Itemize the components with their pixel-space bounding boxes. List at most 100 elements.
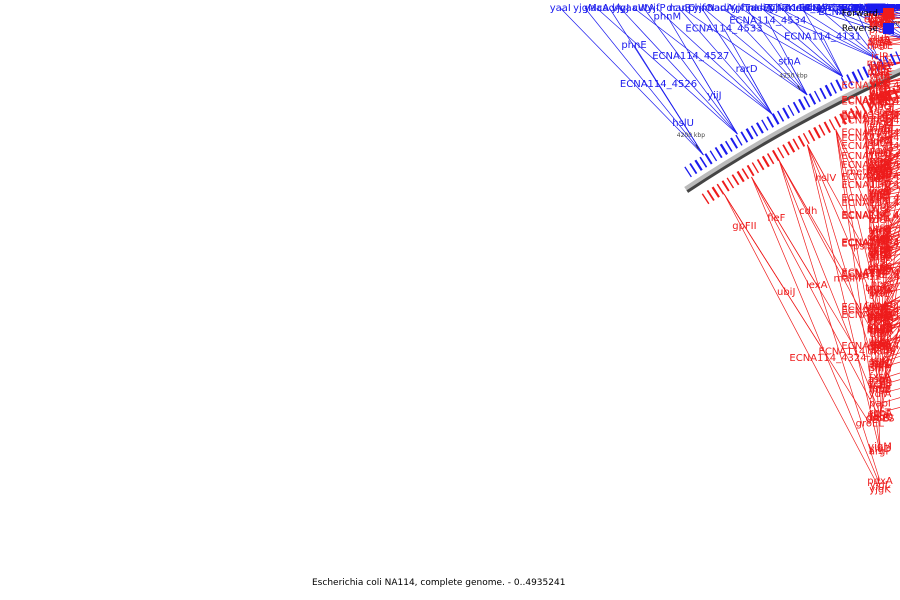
forward-gene-label: ytfE	[870, 289, 890, 300]
reverse-gene-label: yddQ	[867, 3, 894, 14]
gene-connector	[656, 7, 773, 115]
reverse-gene-label: dps	[871, 3, 889, 14]
reverse-gene-arrow	[808, 93, 817, 105]
forward-gene-label: yjeT	[870, 169, 892, 180]
reverse-gene-label: mobA2	[862, 3, 897, 14]
reverse-gene-label: ECNA114_4677	[841, 3, 900, 14]
forward-gene-label: creA	[869, 326, 892, 337]
reverse-gene-label: ytfG	[869, 3, 890, 14]
forward-gene-label: yjhO	[869, 311, 892, 322]
forward-gene-label: yjeA	[869, 161, 891, 172]
reverse-gene-label: basS	[868, 3, 892, 14]
forward-gene-label: yjeQ	[869, 149, 892, 160]
reverse-gene-label: hslU	[672, 118, 694, 129]
reverse-gene-arrow	[846, 74, 854, 86]
forward-gene-label: uxuR	[867, 342, 893, 353]
reverse-gene-label: nanC	[669, 3, 695, 14]
reverse-gene-label: yjhS	[869, 3, 890, 14]
reverse-gene-label: ECNA114_4513	[841, 3, 900, 14]
reverse-gene-label: yjjL	[858, 3, 875, 14]
forward-gene-label: bglJ	[871, 334, 889, 345]
forward-gene-arrow	[711, 186, 720, 198]
forward-gene-label: gpFII	[732, 221, 756, 232]
forward-gene-label: ptsG	[868, 3, 891, 14]
reverse-gene-label: yjeH	[869, 3, 891, 14]
reverse-gene-label: yjeK	[869, 3, 891, 14]
gene-connector	[798, 7, 879, 60]
reverse-gene-label: yjcU	[869, 3, 891, 14]
reverse-gene-label: phnC	[867, 3, 893, 14]
forward-gene-label: tdcG	[868, 225, 892, 236]
reverse-gene-label: iucD	[869, 3, 892, 14]
gene-connector	[778, 160, 848, 279]
forward-gene-label: mob	[869, 374, 891, 385]
forward-gene-arrow	[736, 170, 745, 183]
reverse-gene-arrow	[725, 140, 733, 152]
forward-gene-label: ECNA114_4454	[841, 302, 900, 313]
reverse-gene-label: fhuF	[869, 3, 891, 14]
forward-gene-label: cysQ	[868, 307, 893, 318]
reverse-gene-arrow	[884, 56, 891, 68]
reverse-gene-label: ECNA114_4526	[620, 79, 697, 90]
reverse-gene-label: sthA	[778, 56, 800, 67]
forward-gene-arrow	[881, 92, 888, 105]
forward-gene-label: fimE	[869, 384, 891, 395]
reverse-gene-label: psd	[871, 3, 889, 14]
forward-gene-label: ulaD	[869, 179, 892, 190]
gene-connector	[633, 7, 773, 115]
reverse-gene-label: ECNA114_4663	[841, 3, 900, 14]
reverse-gene-label: phnW	[803, 3, 832, 14]
reverse-gene-label: sgcA	[868, 3, 892, 14]
forward-gene-arrow	[860, 102, 868, 115]
reverse-gene-label: adiA	[750, 3, 772, 14]
reverse-gene-label: frdA	[870, 3, 891, 14]
forward-gene-label: iclR	[871, 52, 889, 63]
forward-gene-label: ppa	[871, 279, 890, 290]
forward-gene-label: sgaB	[868, 170, 893, 181]
reverse-gene-arrow	[684, 166, 692, 178]
reverse-gene-label: ECNA114_4548	[841, 3, 900, 14]
reverse-gene-label: ECNA114_4537	[764, 3, 841, 14]
forward-gene-label: dnaB	[867, 232, 893, 243]
gene-connector	[584, 7, 704, 156]
reverse-gene-label: tffE	[871, 3, 888, 14]
forward-gene-arrow	[741, 168, 750, 180]
gene-connector	[751, 176, 858, 352]
reverse-gene-arrows	[684, 51, 900, 178]
reverse-gene-label: blc	[873, 3, 888, 14]
reverse-gene-label: yjfZ	[770, 3, 789, 14]
reverse-gene-arrow	[878, 58, 886, 71]
reverse-gene-label: ECNA114_4511	[841, 3, 900, 14]
reverse-gene-label: ECNA114_4684	[841, 3, 900, 14]
forward-gene-label: rplI	[872, 233, 888, 244]
reverse-gene-label: rpiR	[870, 3, 890, 14]
reverse-gene-arrow	[803, 96, 811, 108]
reverse-gene-label: ECNA114_4329	[841, 3, 900, 14]
reverse-gene-arrow	[740, 131, 749, 143]
reverse-gene-label: alsC	[869, 3, 890, 14]
forward-gene-label: groEL	[856, 419, 885, 430]
reverse-gene-label: cpxP	[868, 3, 892, 14]
reverse-gene-labels: hslU yiiJ rarD sthA ECNA114_4131 ECNA114_4142…	[550, 3, 900, 129]
forward-gene-label: ulaB	[869, 156, 891, 167]
forward-gene-label: orn	[872, 172, 888, 183]
forward-gene-label: udp	[870, 20, 889, 31]
reverse-gene-label: phnL	[868, 3, 893, 14]
forward-gene-arrow	[721, 180, 730, 192]
reverse-gene-label: ytfL	[871, 3, 890, 14]
forward-gene-label: ECNA114_4473	[841, 272, 900, 283]
forward-gene-arrow	[751, 162, 759, 174]
forward-gene-arrow	[726, 177, 735, 189]
reverse-gene-label: yjfP	[647, 3, 665, 14]
forward-gene-label: yjfJ	[872, 172, 887, 183]
legend-label-forward: Forward	[841, 8, 878, 19]
reverse-gene-arrow	[889, 53, 897, 66]
forward-gene-label: ytfK	[870, 252, 890, 263]
reverse-gene-label: malF	[868, 3, 893, 14]
forward-gene-label: yjbN	[869, 95, 892, 106]
reverse-gene-label: dnaT	[868, 3, 894, 14]
forward-gene-label: cycA	[868, 244, 892, 255]
reverse-gene-arrow	[835, 79, 843, 92]
